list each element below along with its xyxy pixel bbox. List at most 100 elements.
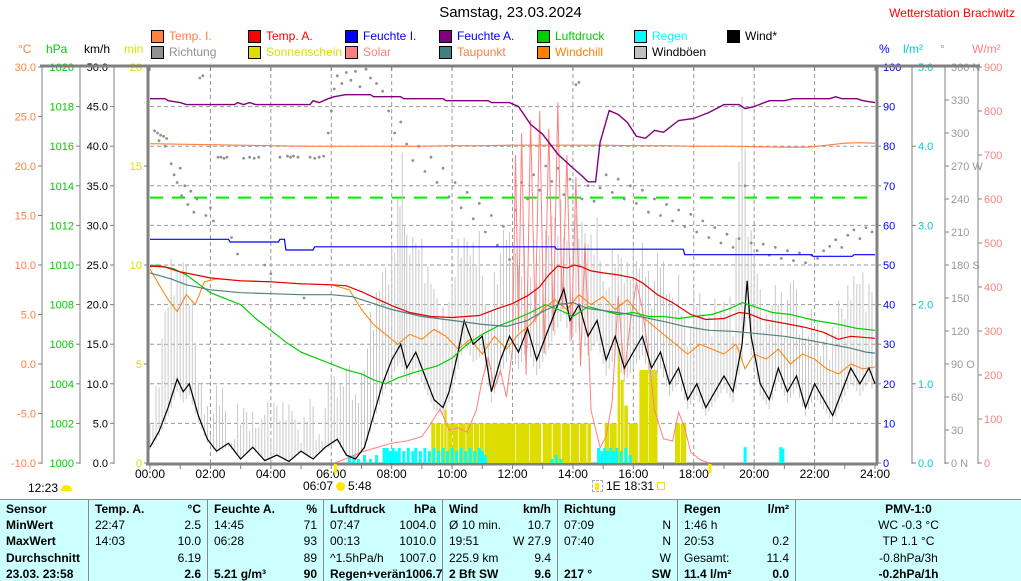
series-richtung-dot bbox=[556, 166, 560, 170]
table-cell: 14:03 bbox=[95, 534, 126, 549]
series-richtung-dot bbox=[230, 236, 233, 239]
series-regen-bar bbox=[450, 447, 454, 463]
legend-item-feuchte-i: Feuchte I. bbox=[345, 29, 416, 43]
table-cell: W bbox=[659, 550, 671, 565]
legend-label: Luftdruck bbox=[555, 29, 605, 43]
legend-label: Feuchte A. bbox=[457, 29, 515, 43]
series-richtung-dot bbox=[340, 82, 344, 85]
series-regen-bar bbox=[554, 455, 558, 463]
series-richtung-dot bbox=[399, 120, 403, 124]
sun-icon bbox=[336, 481, 346, 491]
axis-ticklabel-min: 5 bbox=[136, 359, 142, 371]
axis-ticklabel-l/m²: 0.0 bbox=[918, 458, 933, 470]
x-axis-label: 04:00 bbox=[256, 467, 286, 481]
table-cell: 0.0 bbox=[772, 566, 789, 581]
table-cell: -0.2hPa/1h bbox=[878, 566, 939, 581]
series-sonnenschein-bar bbox=[484, 423, 516, 463]
series-regen-bar bbox=[388, 451, 392, 463]
table-cell: % bbox=[306, 502, 317, 516]
series-richtung-dot bbox=[544, 164, 548, 168]
series-temp_a bbox=[149, 264, 876, 340]
table-cell: Richtung bbox=[564, 502, 616, 516]
series-regen-bar bbox=[432, 447, 436, 463]
series-regen-bar bbox=[615, 447, 619, 463]
axis-ticklabel-min: 15 bbox=[130, 161, 142, 173]
legend-swatch-luftdruck bbox=[537, 29, 550, 43]
table-cell: °C bbox=[187, 502, 201, 516]
table-col-wind: Wind km/h Ø 10 min. 10.7 19:51 W 27.9 225.9 km… bbox=[442, 500, 557, 581]
series-richtung-dot bbox=[465, 191, 469, 194]
x-axis-label: 24:00 bbox=[860, 467, 890, 481]
table-cell: Feuchte A. bbox=[214, 502, 275, 516]
series-richtung-dot bbox=[219, 155, 223, 159]
series-richtung-dot bbox=[192, 210, 196, 214]
series-regen-bar bbox=[414, 447, 418, 463]
series-richtung-dot bbox=[755, 249, 759, 253]
axis-ticklabel-l/m²: 3.0 bbox=[918, 220, 933, 232]
series-richtung-dot bbox=[292, 154, 295, 158]
series-richtung-dot bbox=[640, 188, 644, 192]
axis-unit-min: min bbox=[124, 42, 144, 56]
axis-ticklabel-km/h: 35.0 bbox=[87, 181, 108, 193]
table-cell: 2.5 bbox=[184, 518, 201, 533]
series-richtung-dot bbox=[647, 210, 650, 214]
axis-ticklabel-km/h: 40.0 bbox=[87, 141, 108, 153]
table-row: 00:13 1010.0 bbox=[330, 533, 436, 549]
sunrise-time: 06:07 bbox=[303, 479, 334, 493]
table-row: Regen+verän 1006.7 bbox=[330, 566, 442, 581]
axis-unit-W/m²: W/m² bbox=[972, 42, 1001, 56]
table-row: 14:45 71 bbox=[214, 517, 317, 533]
series-richtung-dot bbox=[846, 233, 850, 237]
x-axis-label: 18:00 bbox=[679, 467, 709, 481]
legend-label: Solar bbox=[363, 45, 392, 59]
series-richtung-dot bbox=[502, 225, 505, 228]
axis-ticklabel-hPa: 1016 bbox=[50, 141, 74, 153]
axis-unit-l/m²: l/m² bbox=[903, 42, 923, 56]
series-richtung-dot bbox=[840, 246, 844, 249]
axis-ticklabel-km/h: 50.0 bbox=[87, 62, 108, 74]
series-regen-bar bbox=[600, 451, 604, 463]
series-richtung-dot bbox=[332, 87, 336, 91]
table-row: 89 bbox=[214, 550, 317, 566]
axis-ticklabel-W/m²: 300 bbox=[984, 326, 1002, 338]
series-richtung-dot bbox=[296, 155, 300, 159]
axis-ticklabel-°: 240 bbox=[951, 194, 969, 206]
table-cell: 07:09 bbox=[564, 518, 595, 533]
series-richtung-dot bbox=[441, 166, 445, 170]
series-richtung-dot bbox=[198, 76, 202, 80]
table-cell: W 27.9 bbox=[512, 534, 551, 549]
axis-ticklabel-°C: 5.0 bbox=[21, 310, 36, 322]
axis-ticklabel-%: 90 bbox=[883, 102, 895, 114]
table-row: 5.21 g/m³ 90 bbox=[214, 566, 317, 581]
axis-ticklabel-W/m²: 200 bbox=[984, 370, 1002, 382]
legend-swatch-taupunkt bbox=[439, 45, 452, 59]
series-richtung-dot bbox=[749, 241, 753, 245]
table-row: 07:40 N bbox=[564, 533, 671, 549]
table-row: 225.9 km 9.4 bbox=[449, 550, 551, 566]
table-cell: 1004.0 bbox=[399, 518, 436, 533]
axis-ticklabel-l/m²: 1.0 bbox=[918, 379, 933, 391]
axis-ticklabel-hPa: 1000 bbox=[50, 458, 74, 470]
series-richtung-dot bbox=[435, 181, 439, 184]
series-richtung-dot bbox=[195, 197, 199, 201]
series-regen-bar bbox=[480, 451, 484, 463]
series-regen-bar bbox=[603, 447, 607, 463]
series-richtung-dot bbox=[411, 159, 415, 162]
table-cell: 225.9 km bbox=[449, 550, 499, 565]
series-richtung-dot bbox=[816, 257, 820, 260]
series-regen-bar bbox=[406, 447, 410, 463]
series-richtung-dot bbox=[278, 155, 282, 159]
series-richtung-dot bbox=[335, 74, 339, 78]
series-sonnenschein-bar bbox=[628, 423, 638, 463]
series-richtung-dot bbox=[574, 83, 578, 86]
table-cell: Regen+verän bbox=[330, 566, 406, 581]
table-cell: 6.19 bbox=[177, 550, 201, 565]
x-axis-label: 22:00 bbox=[800, 467, 830, 481]
legend-item-luftdruck: Luftdruck bbox=[537, 29, 604, 43]
axis-ticklabel-min: 20 bbox=[130, 62, 142, 74]
series-richtung-dot bbox=[550, 180, 554, 183]
sunrise-tick bbox=[333, 464, 337, 473]
axis-ticklabel-%: 10 bbox=[883, 418, 895, 430]
series-sonnenschein-bar bbox=[479, 423, 484, 463]
series-richtung-dot bbox=[349, 78, 353, 82]
